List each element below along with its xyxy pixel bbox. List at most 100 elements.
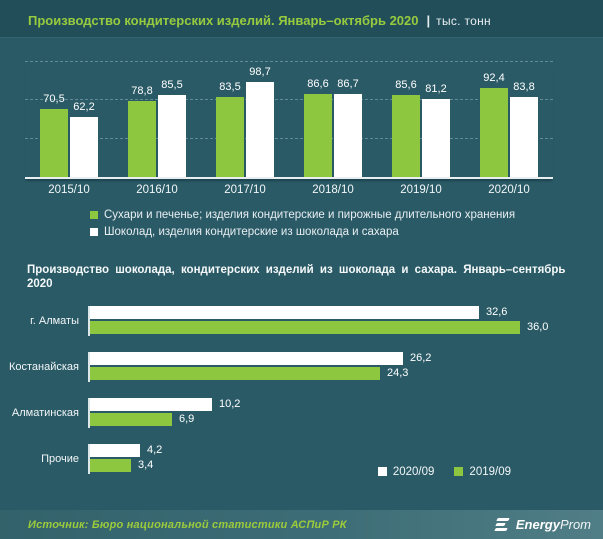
bar-series2: 83,8 <box>510 81 538 177</box>
bar-value-label: 62,2 <box>73 101 95 114</box>
hbar-group-bars: 32,6 36,0 <box>88 305 549 336</box>
hbar-line-2020: 32,6 <box>90 305 548 319</box>
bar-series2: 98,7 <box>246 66 274 177</box>
hbar-group-bars: 26,2 24,3 <box>88 351 432 382</box>
legend-item: Шоколад, изделия кондитерские из шоколад… <box>90 226 603 238</box>
hbar-series1 <box>90 397 212 411</box>
hbar-value-label: 10,2 <box>219 398 241 411</box>
hbar-value-label: 32,6 <box>486 306 508 319</box>
hbar-group: г. Алматы 32,6 36,0 <box>8 305 603 336</box>
bar-group: 70,5 62,2 <box>40 64 98 177</box>
legend-label: 2019/09 <box>469 465 511 478</box>
x-axis-label: 2018/10 <box>312 184 354 196</box>
grouped-bar-chart-legend: Сухари и печенье; изделия кондитерские и… <box>90 209 603 238</box>
hbar-group: Прочие 4,2 3,4 <box>8 443 603 474</box>
hbar-line-2020: 4,2 <box>90 443 163 457</box>
bar-series2: 85,5 <box>158 79 186 177</box>
hbar-series2 <box>90 458 131 472</box>
bar-series1: 83,5 <box>216 81 244 177</box>
bar-value-label: 78,8 <box>131 85 153 98</box>
bar-series2: 62,2 <box>70 101 98 177</box>
hbar-series2 <box>90 320 520 334</box>
hbar-group-bars: 4,2 3,4 <box>88 443 163 474</box>
hbar-series1 <box>90 305 479 319</box>
energyprom-logo-text: EnergyProm <box>516 517 591 532</box>
x-axis-label: 2019/10 <box>400 184 442 196</box>
hbar-line-2020: 26,2 <box>90 351 432 365</box>
legend-label: Шоколад, изделия кондитерские из шоколад… <box>104 226 399 238</box>
energyprom-logo: EnergyProm <box>494 517 591 532</box>
bar-group: 86,6 86,7 <box>304 64 362 177</box>
grouped-bar-chart-plot: 70,5 62,2 78,8 85,5 83,5 98,7 86,6 86,7 85,6 81,2… <box>25 61 553 179</box>
hbar-series2 <box>90 412 172 426</box>
footer: Источник: Бюро национальной статистики А… <box>0 510 603 539</box>
logo-text-bold: Energy <box>515 517 560 532</box>
bar-series1: 85,6 <box>392 79 420 177</box>
hbar-line-2020: 10,2 <box>90 397 241 411</box>
hbar-series2 <box>90 366 380 380</box>
legend-label: Сухари и печенье; изделия кондитерские и… <box>104 209 516 221</box>
bar-series2: 86,7 <box>334 78 362 177</box>
legend-swatch <box>454 467 464 477</box>
title-separator: | <box>426 13 431 28</box>
title-unit: тыс. тонн <box>436 13 491 28</box>
bar-group: 83,5 98,7 <box>216 64 274 177</box>
hbar-line-2019: 6,9 <box>90 412 240 426</box>
category-label: Прочие <box>41 452 79 465</box>
bar-value-label: 98,7 <box>249 66 271 79</box>
bar-series1: 70,5 <box>40 93 68 177</box>
legend-item: 2020/09 <box>377 465 435 478</box>
bar-series1: 78,8 <box>128 85 156 177</box>
bar-value-label: 86,6 <box>307 78 329 91</box>
legend-label: 2020/09 <box>392 465 435 478</box>
bar-value-label: 92,4 <box>483 72 505 85</box>
legend-item: 2019/09 <box>454 466 511 478</box>
bar-series1: 92,4 <box>480 72 508 177</box>
bar-group: 85,6 81,2 <box>392 64 450 177</box>
hbar-line-2019: 24,3 <box>90 366 431 380</box>
bar-group: 92,4 83,8 <box>480 64 538 177</box>
bar-value-label: 81,2 <box>425 83 447 96</box>
x-axis-label: 2020/10 <box>488 184 530 196</box>
legend-swatch <box>90 228 98 236</box>
x-axis-label: 2017/10 <box>224 184 266 196</box>
bar-value-label: 70,5 <box>43 93 65 106</box>
hbar-group-bars: 10,2 6,9 <box>88 397 241 428</box>
page-title: Производство кондитерских изделий. Январ… <box>28 13 419 28</box>
header: Производство кондитерских изделий. Январ… <box>0 0 603 38</box>
gridline <box>25 137 553 139</box>
gridline <box>25 99 553 101</box>
bar-group: 78,8 85,5 <box>128 64 186 177</box>
legend-item: Сухари и печенье; изделия кондитерские и… <box>90 209 603 221</box>
legend-swatch <box>90 211 98 219</box>
hbar-chart-title: Производство шоколада, кондитерских изде… <box>27 264 566 291</box>
hbar-value-label: 6,9 <box>179 413 195 426</box>
gridline <box>25 61 553 62</box>
legend-swatch <box>377 467 387 477</box>
hbar-value-label: 36,0 <box>527 321 549 334</box>
bar-value-label: 86,7 <box>337 77 359 90</box>
bar-value-label: 83,8 <box>513 80 535 93</box>
bar-series2: 81,2 <box>422 83 450 177</box>
source-text: Источник: Бюро национальной статистики А… <box>28 518 347 531</box>
bar-value-label: 85,6 <box>395 78 417 91</box>
hbar-series1 <box>90 443 140 457</box>
hbar-value-label: 3,4 <box>138 459 154 472</box>
hbar-line-2019: 3,4 <box>90 458 162 472</box>
category-label: г. Алматы <box>30 314 79 327</box>
category-label: Костанайская <box>8 360 79 373</box>
hbar-group: Костанайская 26,2 24,3 <box>8 351 603 382</box>
hbar-series1 <box>90 351 403 365</box>
hbar-group: Алматинская 10,2 6,9 <box>8 397 603 428</box>
x-axis-label: 2016/10 <box>136 184 178 196</box>
hbar-line-2019: 36,0 <box>90 320 549 334</box>
logo-text-regular: Prom <box>559 517 591 532</box>
hbar-value-label: 4,2 <box>147 444 163 457</box>
bar-series1: 86,6 <box>304 78 332 177</box>
category-label: Алматинская <box>11 406 79 419</box>
energyprom-e-icon <box>494 517 511 532</box>
hbar-chart: г. Алматы 32,6 36,0 Костанайская 26,2 24,3 Алм… <box>8 305 603 478</box>
grouped-bar-chart-x-axis: 2015/10 2016/10 2017/10 2018/10 2019/10 2020/… <box>25 184 553 196</box>
hbar-value-label: 26,2 <box>410 352 432 365</box>
